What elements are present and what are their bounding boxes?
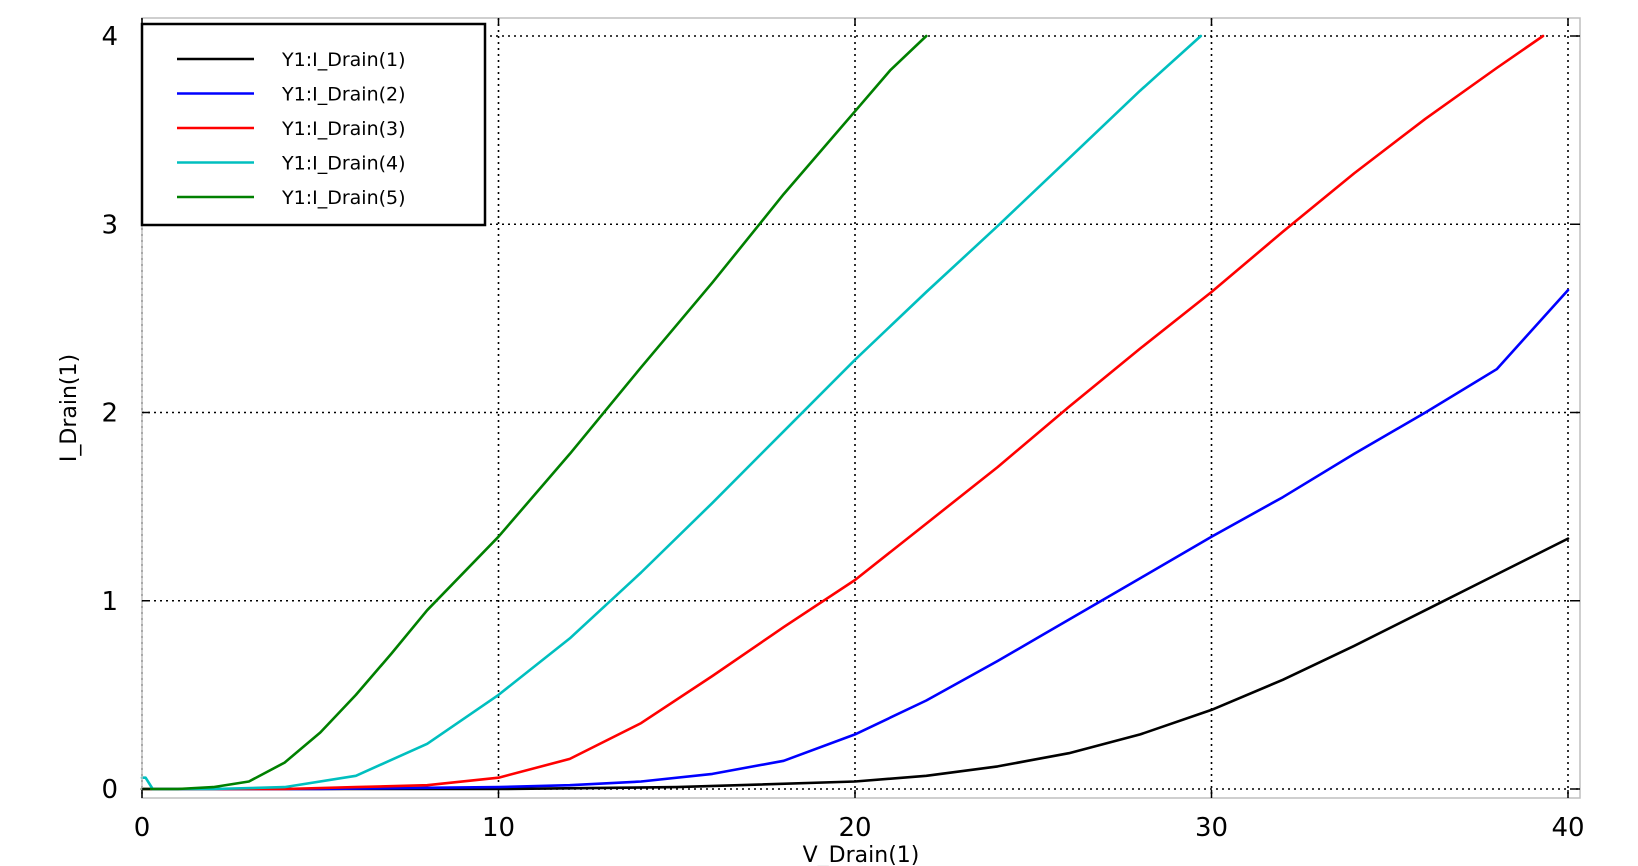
legend-label-2: Y1:I_Drain(2) <box>281 84 406 106</box>
y-tick-label-4: 4 <box>101 22 118 52</box>
x-axis-label: V_Drain(1) <box>803 843 920 866</box>
legend-label-4: Y1:I_Drain(4) <box>281 153 406 175</box>
y-tick-label-0: 0 <box>101 775 118 805</box>
legend-label-5: Y1:I_Drain(5) <box>281 187 406 209</box>
y-axis-label: I_Drain(1) <box>57 354 82 462</box>
legend-label-3: Y1:I_Drain(3) <box>281 118 406 140</box>
series-line-1 <box>140 537 1570 791</box>
x-tick-label-0: 0 <box>134 813 151 843</box>
series-line-2 <box>140 288 1570 791</box>
x-tick-label-4: 40 <box>1551 813 1584 843</box>
series-layer <box>140 34 1570 791</box>
x-tick-label-1: 10 <box>482 813 515 843</box>
series-line-3 <box>140 34 1545 791</box>
y-tick-label-2: 2 <box>101 399 118 429</box>
plot-frame <box>141 17 1581 799</box>
ticks: 0 10 20 30 40 0 1 2 3 4 <box>101 18 1585 843</box>
y-tick-label-3: 3 <box>101 210 118 240</box>
legend-box <box>140 22 487 227</box>
y-tick-label-1: 1 <box>101 587 118 617</box>
series-line-5 <box>140 34 928 791</box>
series-line-4 <box>140 34 1203 791</box>
legend-label-1: Y1:I_Drain(1) <box>281 49 406 71</box>
legend: Y1:I_Drain(1) Y1:I_Drain(2) Y1:I_Drain(3) Y… <box>140 22 487 227</box>
x-tick-label-2: 20 <box>838 813 871 843</box>
x-tick-label-3: 30 <box>1195 813 1228 843</box>
